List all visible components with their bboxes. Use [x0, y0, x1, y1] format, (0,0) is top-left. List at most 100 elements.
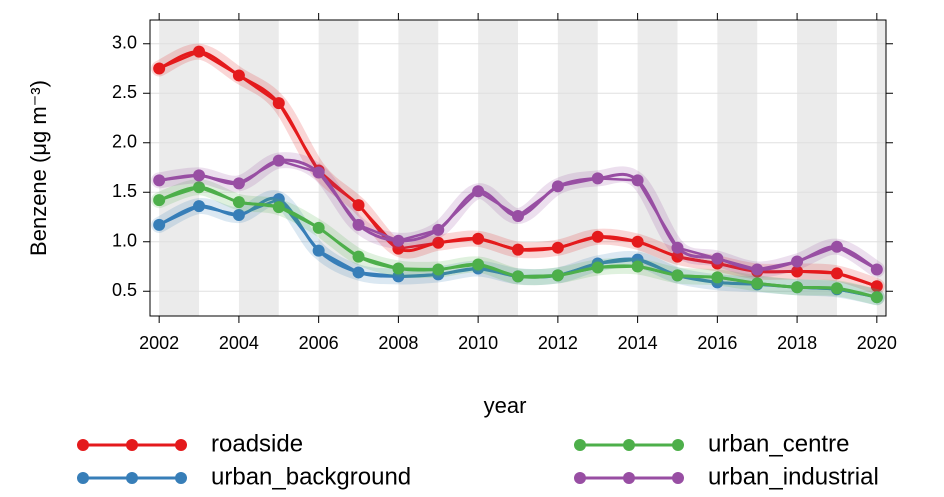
data-point: [751, 277, 764, 290]
data-point: [791, 265, 804, 278]
data-point: [352, 250, 365, 263]
x-tick-label: 2002: [139, 333, 179, 353]
legend-marker: [175, 439, 187, 451]
data-point: [193, 169, 206, 182]
data-point: [671, 241, 684, 254]
data-point: [791, 255, 804, 268]
data-point: [631, 260, 644, 273]
year-band: [398, 20, 439, 316]
y-tick-label: 2.0: [112, 132, 137, 152]
x-tick-label: 2008: [378, 333, 418, 353]
legend-marker: [126, 472, 138, 484]
y-tick-label: 1.5: [112, 181, 137, 201]
data-point: [830, 240, 843, 253]
legend-label: urban_background: [211, 463, 411, 490]
data-point: [830, 282, 843, 295]
year-band: [159, 20, 200, 316]
data-point: [472, 258, 485, 271]
y-tick-label: 2.5: [112, 82, 137, 102]
y-tick-label: 0.5: [112, 280, 137, 300]
data-point: [432, 263, 445, 276]
year-band: [318, 20, 359, 316]
data-point: [193, 45, 206, 58]
data-point: [472, 185, 485, 198]
legend-label: urban_industrial: [708, 463, 879, 490]
legend-marker: [175, 472, 187, 484]
year-band: [797, 20, 837, 316]
data-point: [751, 263, 764, 276]
data-point: [551, 241, 564, 254]
data-point: [153, 62, 166, 75]
data-point: [512, 270, 524, 283]
y-tick-label: 3.0: [112, 33, 137, 53]
data-point: [551, 180, 564, 193]
x-axis-label: year: [484, 393, 527, 418]
data-point: [472, 232, 485, 245]
legend-marker: [126, 439, 138, 451]
x-tick-label: 2006: [299, 333, 339, 353]
legend-marker: [77, 472, 89, 484]
data-point: [512, 210, 524, 223]
data-point: [711, 271, 724, 284]
x-tick-label: 2014: [618, 333, 658, 353]
year-band: [876, 20, 886, 316]
data-point: [551, 269, 564, 282]
data-point: [312, 166, 325, 179]
data-point: [591, 261, 604, 274]
data-point: [631, 174, 644, 187]
data-point: [591, 230, 604, 243]
legend-label: urban_centre: [708, 430, 849, 457]
legend-marker: [77, 439, 89, 451]
data-point: [631, 235, 644, 248]
data-point: [153, 194, 166, 207]
data-point: [432, 236, 445, 249]
x-tick-label: 2012: [538, 333, 578, 353]
data-point: [352, 266, 365, 279]
legend-marker: [672, 439, 684, 451]
legend-marker: [623, 472, 635, 484]
data-point: [432, 223, 445, 236]
data-point: [272, 201, 285, 214]
x-tick-label: 2020: [857, 333, 897, 353]
data-point: [512, 243, 524, 256]
x-tick-label: 2016: [697, 333, 737, 353]
legend-marker: [574, 472, 586, 484]
legend-marker: [623, 439, 635, 451]
data-point: [232, 209, 245, 222]
data-point: [193, 200, 206, 213]
x-tick-label: 2018: [777, 333, 817, 353]
legend-label: roadside: [211, 430, 303, 457]
legend-marker: [672, 472, 684, 484]
data-point: [671, 269, 684, 282]
data-point: [153, 218, 166, 231]
data-point: [232, 177, 245, 190]
data-point: [352, 199, 365, 212]
data-point: [312, 244, 325, 257]
data-point: [671, 250, 684, 263]
legend-marker: [574, 439, 586, 451]
data-point: [272, 154, 285, 167]
data-point: [193, 181, 206, 194]
data-point: [312, 221, 325, 234]
plot-frame: [149, 19, 887, 317]
x-tick-label: 2010: [458, 333, 498, 353]
data-point: [272, 97, 285, 110]
data-point: [591, 172, 604, 185]
data-point: [153, 174, 166, 187]
data-point: [392, 262, 405, 275]
data-point: [232, 196, 245, 209]
data-point: [830, 267, 843, 280]
y-axis-label: Benzene (μg m⁻³): [26, 80, 51, 256]
data-point: [352, 218, 365, 231]
x-tick-label: 2004: [219, 333, 259, 353]
data-point: [870, 291, 883, 304]
data-point: [791, 281, 804, 294]
data-point: [392, 234, 405, 247]
data-point: [232, 69, 245, 82]
data-point: [870, 263, 883, 276]
year-band: [238, 20, 279, 316]
y-tick-label: 1.0: [112, 231, 137, 251]
data-point: [870, 280, 883, 293]
data-point: [711, 252, 724, 265]
